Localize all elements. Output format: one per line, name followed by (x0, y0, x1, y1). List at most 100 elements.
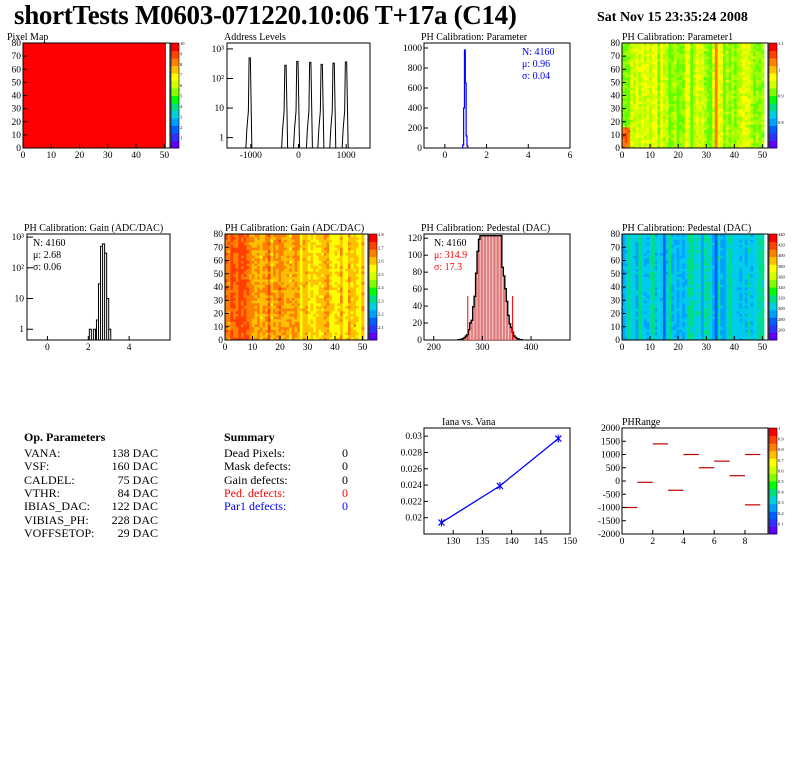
heatmap-cell (679, 142, 683, 146)
heatmap-cell (728, 50, 732, 54)
heatmap-cell (723, 92, 727, 96)
heatmap-cell (294, 263, 298, 267)
heatmap-cell (720, 77, 724, 81)
heatmap-cell (703, 121, 708, 125)
heatmap-cell (339, 287, 344, 291)
heatmap-cell (646, 77, 650, 81)
heatmap-cell (622, 64, 626, 68)
heatmap-cell (701, 45, 705, 49)
heatmap-cell (695, 127, 699, 131)
heatmap-cell (703, 71, 708, 75)
heatmap-cell (262, 249, 266, 253)
heatmap-cell (739, 66, 743, 70)
heatmap-cell (684, 43, 688, 47)
heatmap-cell (682, 48, 686, 52)
heatmap-cell (347, 318, 352, 322)
heatmap-cell (350, 236, 354, 240)
heatmap-cell (723, 119, 727, 123)
heatmap-cell (254, 279, 258, 283)
heatmap-cell (305, 271, 309, 275)
heatmap-cell (630, 268, 634, 272)
heatmap-cell (230, 247, 234, 251)
heatmap-cell (632, 95, 637, 99)
heatmap-cell (350, 287, 354, 291)
heatmap-cell (747, 132, 751, 136)
heatmap-cell (334, 300, 338, 304)
heatmap-cell (652, 108, 656, 112)
heatmap-cell (698, 98, 702, 102)
heatmap-cell (265, 234, 269, 238)
heatmap-cell (267, 249, 271, 253)
heatmap-cell (302, 300, 306, 304)
heatmap-cell (668, 48, 672, 52)
heatmap-cell (684, 142, 688, 146)
heatmap-cell (755, 108, 759, 112)
heatmap-cell (698, 142, 702, 146)
heatmap-cell (709, 43, 713, 47)
heatmap-cell (679, 100, 683, 104)
heatmap-cell (654, 56, 658, 60)
heatmap-cell (638, 260, 642, 264)
heatmap-cell (259, 308, 263, 312)
heatmap-cell (310, 241, 314, 245)
heatmap-cell (281, 265, 285, 269)
heatmap-cell (733, 77, 738, 81)
heatmap-cell (262, 294, 266, 298)
heatmap-cell (299, 276, 303, 280)
heatmap-cell (225, 276, 229, 280)
color-palette: 0.80.911.1 (768, 41, 784, 149)
heatmap-cell (695, 43, 699, 47)
heatmap-cell (249, 287, 253, 291)
heatmap-cell (739, 142, 743, 146)
heatmap-cell (739, 92, 743, 96)
heatmap-cell (755, 43, 759, 47)
y-tick-label: 30 (611, 105, 621, 115)
heatmap-cell (687, 53, 691, 57)
heatmap-cell (329, 247, 333, 251)
heatmap-cell (342, 316, 346, 320)
heatmap-cell (632, 337, 637, 341)
heatmap-cell (233, 234, 237, 238)
heatmap-cell (649, 260, 653, 264)
heatmap-cell (753, 95, 757, 99)
heatmap-cell (315, 310, 319, 314)
heatmap-cell (273, 249, 277, 253)
palette-band (769, 103, 777, 111)
heatmap-cell (714, 56, 718, 60)
heatmap-cell (649, 132, 653, 136)
heatmap-cell (646, 260, 650, 264)
heatmap-cell (630, 58, 634, 62)
heatmap-cell (684, 61, 688, 65)
y-tick-label: 10² (212, 74, 225, 84)
heatmap-cell (695, 106, 699, 110)
heatmap-cell (246, 257, 250, 261)
heatmap-cell (353, 337, 357, 341)
heatmap-cell (657, 119, 661, 123)
heatmap-cell (627, 137, 631, 141)
y-tick-label: 60 (413, 285, 423, 295)
heatmap-cell (706, 142, 710, 146)
heatmap-cell (323, 255, 327, 259)
heatmap-cell (712, 90, 716, 94)
heatmap-cell (687, 121, 691, 125)
heatmap-cell (695, 79, 699, 83)
heatmap-cell (291, 334, 295, 338)
heatmap-cell (299, 326, 303, 330)
heatmap-cell (259, 271, 263, 275)
heatmap-cell (307, 265, 311, 269)
heatmap-cell (649, 79, 653, 83)
heatmap-cell (673, 56, 678, 60)
heatmap-cell (632, 98, 637, 102)
heatmap-cell (259, 234, 263, 238)
heatmap-cell (624, 74, 628, 78)
heatmap-cell (709, 145, 713, 149)
heatmap-cell (241, 252, 245, 256)
heatmap-cell (758, 124, 762, 128)
heatmap-cell (755, 98, 759, 102)
heatmap-cell (632, 64, 637, 68)
heatmap-cell (321, 276, 325, 280)
heatmap-cell (230, 281, 234, 285)
heatmap-cell (283, 252, 287, 256)
heatmap-cell (728, 87, 732, 91)
heatmap-cell (302, 297, 306, 301)
